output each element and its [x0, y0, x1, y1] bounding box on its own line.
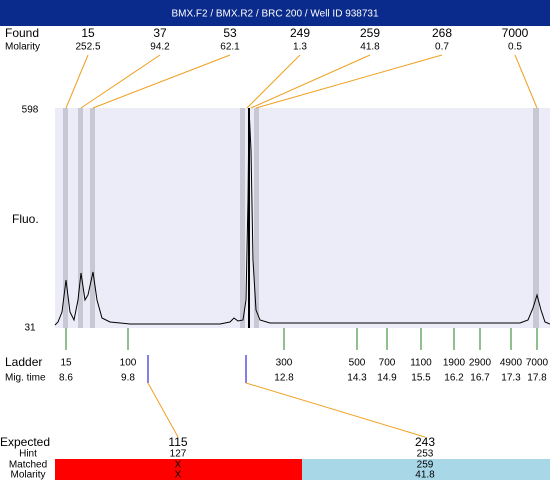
- plot-area: [55, 108, 550, 328]
- expected-size: 243: [415, 435, 435, 449]
- peak-size: 249: [290, 26, 310, 40]
- ladder-time: 9.8: [121, 373, 135, 384]
- ladder-time: 16.2: [444, 373, 464, 384]
- peak-molarity: 94.2: [150, 42, 170, 53]
- peak-connector: [255, 54, 443, 109]
- found-label: Found: [5, 26, 39, 40]
- peak-size: 268: [432, 26, 452, 40]
- ladder-size: 700: [379, 358, 396, 369]
- matched-bar: [302, 459, 550, 480]
- hint-label: Hint: [19, 449, 37, 460]
- matched-label: Matched: [9, 460, 47, 471]
- ladder-time: 17.8: [527, 373, 547, 384]
- peak-size: 37: [153, 26, 167, 40]
- hint-value: 253: [417, 449, 434, 460]
- connector: [147, 382, 179, 438]
- hint-value: 127: [170, 449, 187, 460]
- mig-time-label: Mig. time: [5, 373, 46, 384]
- peak-molarity: 62.1: [220, 42, 240, 53]
- peak-band: [78, 108, 83, 328]
- ladder-size: 2900: [469, 358, 492, 369]
- ladder-time: 8.6: [59, 373, 73, 384]
- ladder-size: 500: [349, 358, 366, 369]
- peak-molarity: 0.7: [435, 42, 449, 53]
- molarity-label: Molarity: [5, 42, 40, 53]
- peak-band: [63, 108, 68, 328]
- peak-band: [254, 108, 259, 328]
- expected-label: Expected: [0, 435, 50, 449]
- ladder-time: 16.7: [470, 373, 490, 384]
- peak-band: [533, 108, 539, 328]
- y-min-label: 31: [24, 323, 36, 334]
- ladder-size: 15: [60, 358, 72, 369]
- header-title: BMX.F2 / BMX.R2 / BRC 200 / Well ID 9387…: [171, 9, 379, 20]
- peak-connector: [80, 54, 161, 109]
- ladder-size: 7000: [526, 358, 549, 369]
- molarity-value: 41.8: [415, 470, 435, 480]
- ladder-size: 100: [120, 358, 137, 369]
- peak-size: 53: [223, 26, 237, 40]
- ladder-size: 4900: [500, 358, 523, 369]
- matched-value: X: [175, 460, 182, 471]
- peak-molarity: 0.5: [508, 42, 522, 53]
- connector: [245, 382, 426, 438]
- ladder-time: 14.3: [347, 373, 367, 384]
- ladder-time: 17.3: [501, 373, 521, 384]
- molarity-row-label: Molarity: [10, 470, 45, 480]
- peak-molarity: 41.8: [360, 42, 380, 53]
- peak-molarity: 252.5: [75, 42, 100, 53]
- ladder-size: 1900: [443, 358, 466, 369]
- unmatched-bar: [55, 459, 302, 480]
- peak-connector: [514, 54, 538, 109]
- molarity-value: X: [175, 470, 182, 480]
- ladder-time: 12.8: [274, 373, 294, 384]
- ladder-label: Ladder: [5, 355, 42, 369]
- peak-size: 15: [81, 26, 95, 40]
- peak-connector: [92, 54, 231, 109]
- trace: [54, 107, 550, 326]
- ladder-size: 300: [276, 358, 293, 369]
- peak-connector: [246, 54, 301, 109]
- peak-size: 7000: [502, 26, 529, 40]
- peak-molarity: 1.3: [293, 42, 307, 53]
- matched-value: 259: [417, 460, 434, 471]
- y-axis-label: Fluo.: [12, 212, 39, 226]
- ladder-time: 14.9: [377, 373, 397, 384]
- header-bar: [0, 0, 550, 26]
- peak-band: [240, 108, 245, 328]
- ladder-size: 1100: [410, 358, 432, 369]
- peak-connector: [65, 54, 89, 109]
- peak-connector: [250, 54, 371, 109]
- expected-size: 115: [168, 435, 187, 449]
- peak-size: 259: [360, 26, 380, 40]
- peak-band: [90, 108, 95, 328]
- y-max-label: 598: [22, 105, 39, 116]
- ladder-time: 15.5: [411, 373, 431, 384]
